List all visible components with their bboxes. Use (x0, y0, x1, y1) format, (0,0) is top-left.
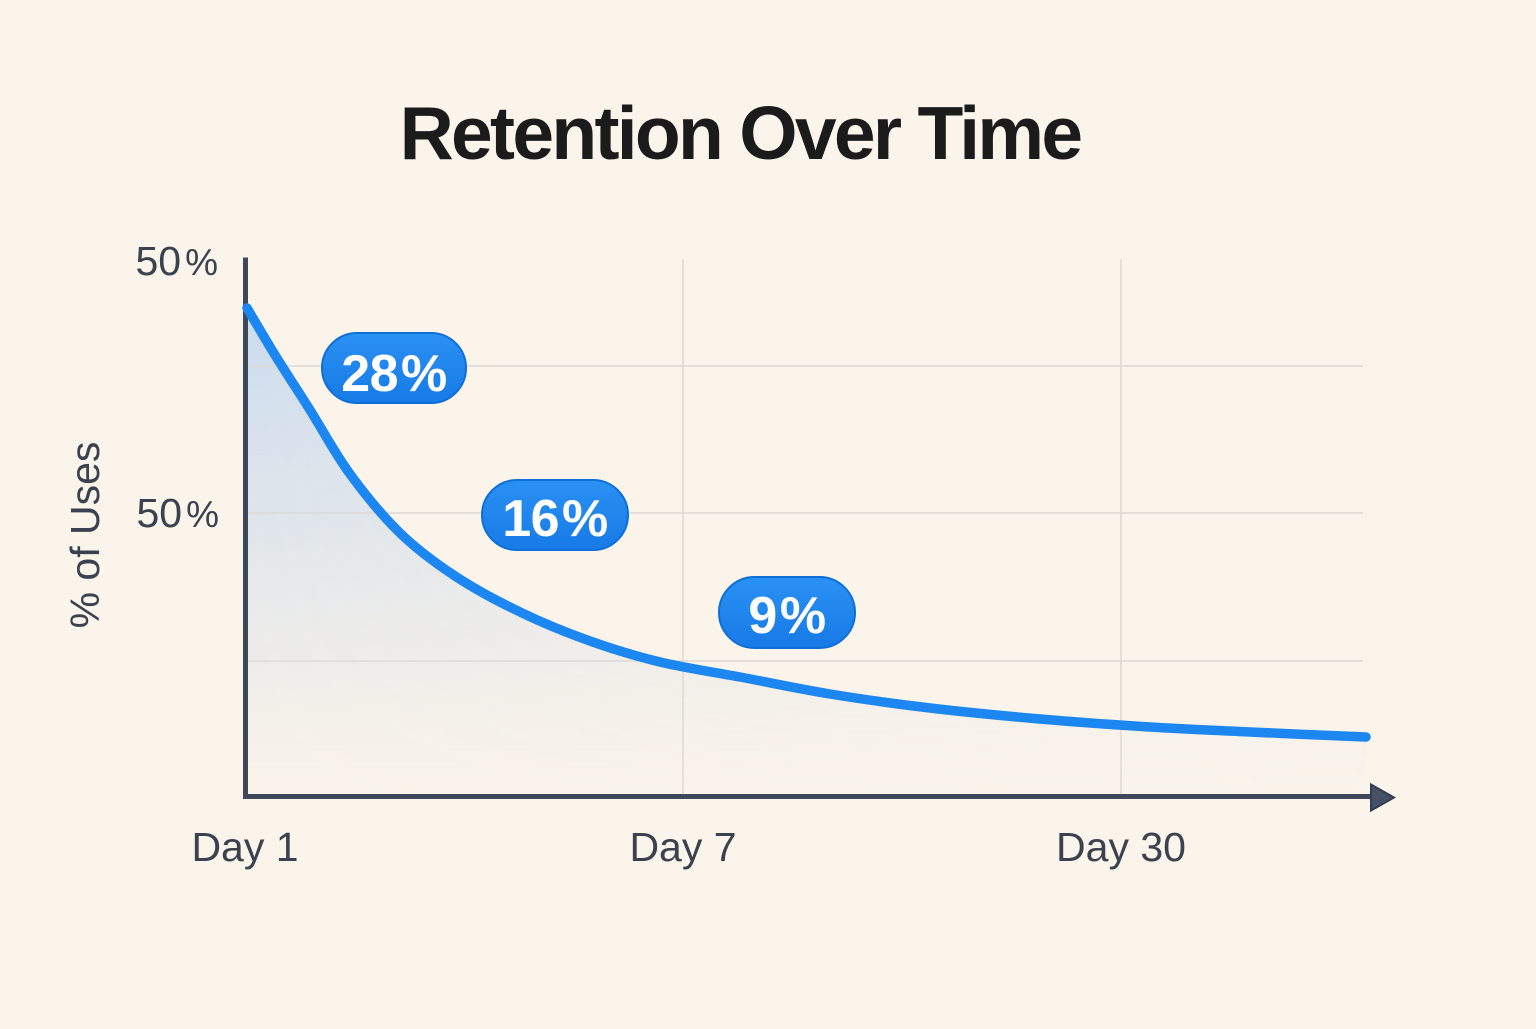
svg-text:Retention Over Time: Retention Over Time (400, 91, 1082, 175)
svg-text:50%: 50% (136, 490, 219, 536)
svg-text:28%: 28% (341, 345, 447, 403)
svg-text:Day 30: Day 30 (1056, 824, 1186, 870)
svg-text:Day 1: Day 1 (191, 824, 298, 870)
svg-text:Day 7: Day 7 (629, 824, 736, 870)
svg-text:16%: 16% (502, 490, 608, 548)
svg-text:50%: 50% (135, 238, 218, 284)
svg-text:% of Uses: % of Uses (62, 442, 108, 629)
svg-text:9%: 9% (748, 587, 825, 645)
